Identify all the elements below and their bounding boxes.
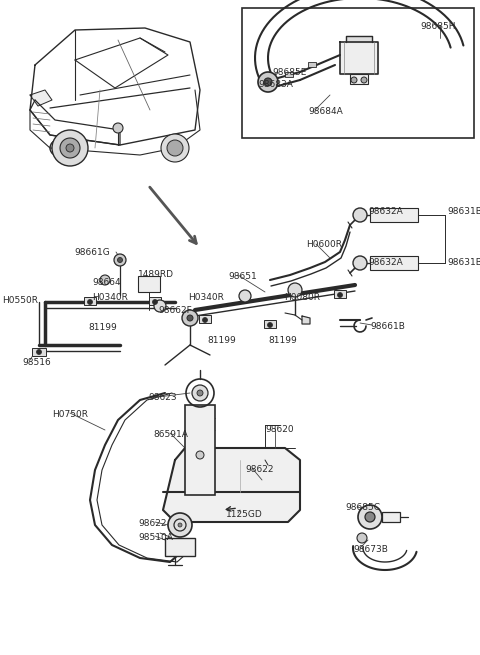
Text: 98516: 98516	[22, 358, 51, 367]
Circle shape	[187, 315, 193, 321]
Text: 98631B: 98631B	[447, 207, 480, 216]
Text: H0340R: H0340R	[92, 293, 128, 302]
Text: 98661B: 98661B	[370, 322, 405, 331]
Text: 98685C: 98685C	[345, 503, 380, 512]
Text: 98651: 98651	[228, 272, 257, 281]
Bar	[334, 290, 346, 298]
Circle shape	[264, 78, 272, 86]
Text: H0600R: H0600R	[306, 240, 342, 249]
Bar	[308, 62, 316, 67]
Circle shape	[60, 138, 80, 158]
Circle shape	[161, 134, 189, 162]
Text: H0550R: H0550R	[2, 296, 38, 305]
Circle shape	[353, 256, 367, 270]
Bar	[242, 8, 474, 138]
Text: 98632A: 98632A	[368, 207, 403, 216]
Text: 98685H: 98685H	[420, 22, 456, 31]
Bar	[264, 320, 276, 328]
Circle shape	[258, 72, 278, 92]
Circle shape	[114, 254, 126, 266]
Circle shape	[192, 385, 208, 401]
Circle shape	[100, 275, 110, 285]
Bar	[382, 512, 400, 522]
Bar	[370, 256, 418, 270]
Circle shape	[52, 130, 88, 166]
Bar	[285, 72, 293, 77]
Text: 98662F: 98662F	[158, 306, 192, 315]
Text: 98673B: 98673B	[353, 545, 388, 554]
Text: 98683A: 98683A	[258, 80, 293, 89]
Text: 86591A: 86591A	[153, 430, 188, 439]
Text: 98661G: 98661G	[74, 248, 110, 257]
Text: 98684A: 98684A	[308, 107, 343, 116]
Circle shape	[337, 293, 343, 297]
Text: 98685E: 98685E	[272, 68, 306, 77]
Polygon shape	[340, 42, 378, 74]
Circle shape	[196, 451, 204, 459]
Bar	[199, 315, 211, 323]
Circle shape	[66, 144, 74, 152]
Circle shape	[118, 257, 122, 263]
Bar	[32, 348, 46, 356]
Bar	[350, 74, 368, 84]
Circle shape	[351, 77, 357, 83]
Text: 98623: 98623	[148, 393, 177, 402]
Bar	[138, 276, 160, 292]
Text: H0080R: H0080R	[284, 293, 320, 302]
Polygon shape	[30, 90, 52, 106]
Bar	[185, 405, 215, 495]
Polygon shape	[163, 448, 300, 522]
Text: 98622: 98622	[138, 519, 167, 528]
Text: 1125GD: 1125GD	[226, 510, 263, 519]
Polygon shape	[302, 316, 310, 324]
Circle shape	[203, 318, 207, 322]
Circle shape	[197, 390, 203, 396]
Circle shape	[357, 533, 367, 543]
Polygon shape	[346, 36, 372, 42]
Text: 98510A: 98510A	[138, 533, 173, 542]
Circle shape	[361, 77, 367, 83]
Circle shape	[182, 310, 198, 326]
Text: 98620: 98620	[265, 425, 294, 434]
Circle shape	[168, 513, 192, 537]
Circle shape	[113, 123, 123, 133]
Circle shape	[353, 208, 367, 222]
Circle shape	[358, 505, 382, 529]
Circle shape	[288, 283, 302, 297]
Circle shape	[365, 512, 375, 522]
Text: 98632A: 98632A	[368, 258, 403, 267]
Text: 98664: 98664	[92, 278, 120, 287]
Bar	[149, 297, 161, 305]
Bar	[370, 208, 418, 222]
Circle shape	[154, 300, 166, 312]
Bar	[84, 297, 96, 305]
Bar	[165, 538, 195, 556]
Circle shape	[167, 140, 183, 156]
Circle shape	[153, 299, 157, 305]
Text: 1489RD: 1489RD	[138, 270, 174, 279]
Text: H0750R: H0750R	[52, 410, 88, 419]
Circle shape	[239, 290, 251, 302]
Text: 98622: 98622	[245, 465, 274, 474]
Circle shape	[178, 523, 182, 527]
Text: H0340R: H0340R	[188, 293, 224, 302]
Text: 81199: 81199	[88, 323, 117, 332]
Circle shape	[36, 350, 41, 354]
Circle shape	[267, 322, 273, 328]
Text: 98631B: 98631B	[447, 258, 480, 267]
Text: 81199: 81199	[207, 336, 236, 345]
Text: 81199: 81199	[268, 336, 297, 345]
Circle shape	[87, 299, 93, 305]
